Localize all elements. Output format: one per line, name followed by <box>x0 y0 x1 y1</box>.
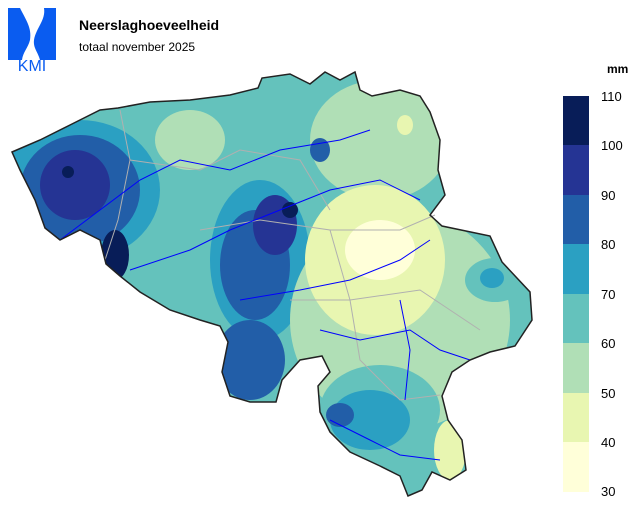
legend-band <box>563 96 589 146</box>
legend-tick: 110 <box>601 89 622 104</box>
legend-band <box>563 195 589 245</box>
province-borders <box>104 109 481 401</box>
legend-band <box>563 442 589 492</box>
kmi-logo: KMI <box>8 8 56 72</box>
legend-tick: 90 <box>601 188 616 203</box>
legend-tick: 30 <box>601 484 616 499</box>
legend-tick: 40 <box>601 435 616 450</box>
map-title: Neerslaghoeveelheid <box>79 17 220 33</box>
legend-tick: 100 <box>601 138 623 153</box>
legend-tick: 50 <box>601 386 616 401</box>
legend-tick: 80 <box>601 237 616 252</box>
rivers <box>59 129 471 461</box>
legend-unit: mm <box>607 62 629 76</box>
legend-band <box>563 145 589 195</box>
legend-band <box>563 244 589 294</box>
logo-text: KMI <box>18 58 46 72</box>
legend-band <box>563 294 589 344</box>
map-subtitle: totaal november 2025 <box>79 40 196 54</box>
legend-tick: 70 <box>601 287 616 302</box>
legend-tick: 60 <box>601 336 616 351</box>
legend-band <box>563 393 589 443</box>
precipitation-zones <box>12 72 532 496</box>
legend-band <box>563 343 589 393</box>
